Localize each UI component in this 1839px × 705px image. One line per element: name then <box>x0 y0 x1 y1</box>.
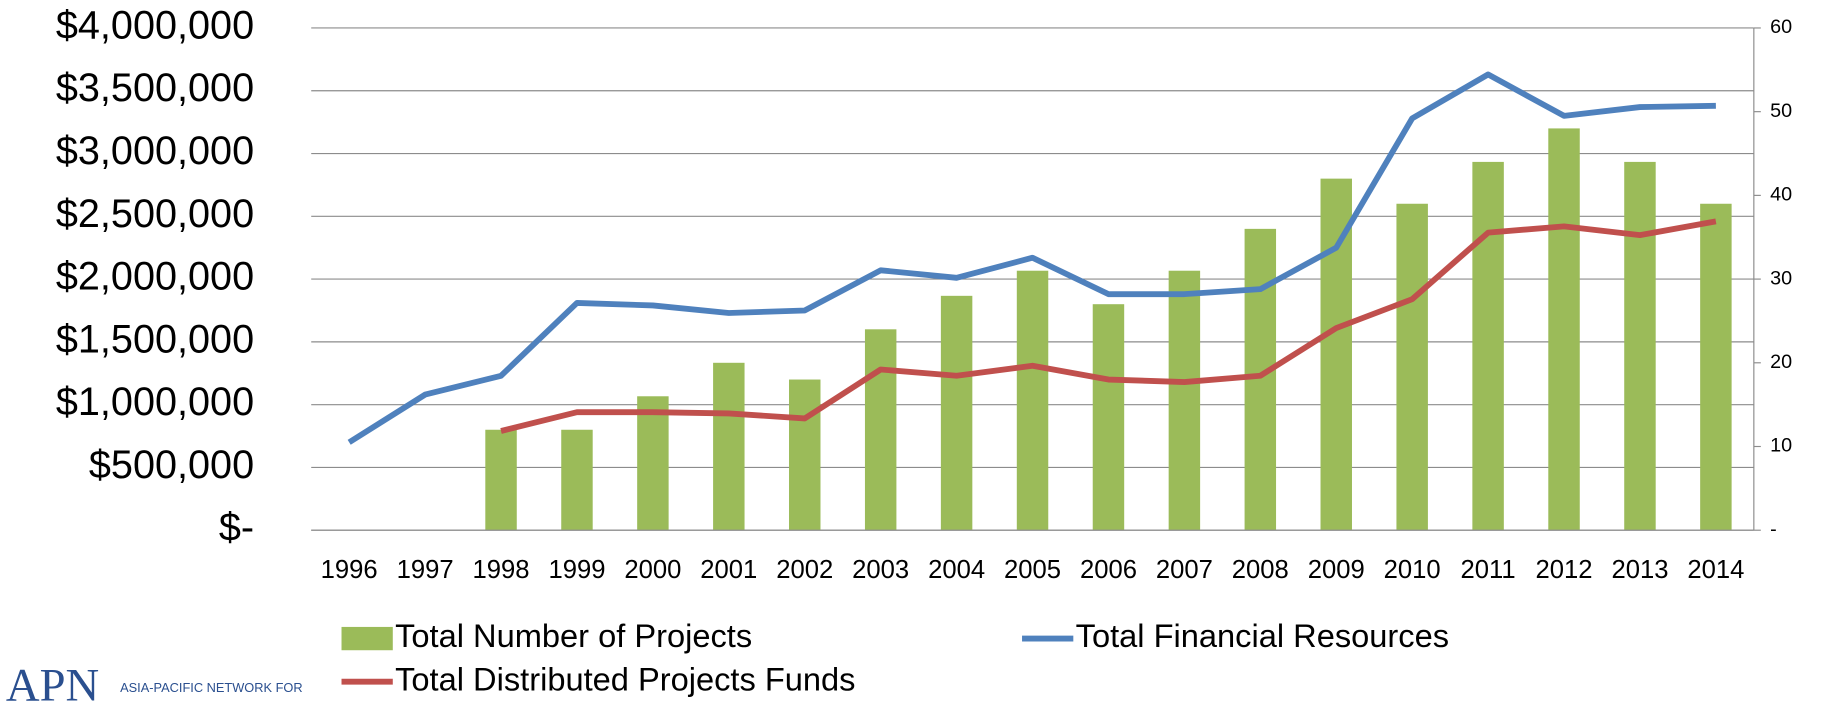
legend-label: Total Number of Projects <box>395 617 752 654</box>
bar <box>864 329 897 531</box>
x-tick-label: 2000 <box>624 556 681 584</box>
y2-tick-label: 10 <box>1770 435 1792 457</box>
x-tick-label: 2007 <box>1156 556 1213 584</box>
x-tick-label: 2004 <box>928 556 985 584</box>
y-tick-label: $500,000 <box>89 443 254 487</box>
bar <box>1016 270 1049 531</box>
x-tick-label: 2006 <box>1080 556 1137 584</box>
y-tick-label: $3,000,000 <box>56 129 254 173</box>
logo-text: ASIA-PACIFIC NETWORK FOR <box>120 680 302 695</box>
logo-mark: APN <box>6 660 99 705</box>
y2-tick-label: 50 <box>1770 100 1792 122</box>
bar <box>1548 128 1580 531</box>
x-tick-label: 2012 <box>1536 556 1593 584</box>
bar <box>1624 161 1656 531</box>
bar <box>789 379 821 531</box>
bar <box>485 429 517 531</box>
y-tick-label: $2,000,000 <box>56 255 254 299</box>
x-tick-label: 1997 <box>397 556 454 584</box>
y-tick-label: $2,500,000 <box>56 192 254 236</box>
line <box>500 218 1717 434</box>
y-tick-label: $4,000,000 <box>56 3 254 47</box>
legend-label: Total Financial Resources <box>1076 617 1449 654</box>
y-tick-label: $3,500,000 <box>56 66 254 110</box>
x-tick-label: 2010 <box>1384 556 1441 584</box>
bar <box>713 362 745 531</box>
y2-tick-label: 30 <box>1770 267 1792 289</box>
x-tick-label: 2001 <box>700 556 757 584</box>
y-tick-label: $1,000,000 <box>56 380 254 424</box>
x-tick-label: 2013 <box>1611 556 1668 584</box>
x-tick-label: 2002 <box>776 556 833 584</box>
legend-label: Total Distributed Projects Funds <box>395 660 855 697</box>
y2-tick-label: 40 <box>1770 184 1792 206</box>
x-tick-label: 2005 <box>1004 556 1061 584</box>
x-tick-label: 1998 <box>473 556 530 584</box>
x-tick-label: 2011 <box>1461 556 1516 584</box>
line <box>347 71 1716 445</box>
legend-swatch <box>341 626 393 651</box>
bar <box>1168 270 1201 531</box>
bar <box>1092 304 1125 531</box>
x-tick-label: 2009 <box>1308 556 1365 584</box>
x-tick-label: 2003 <box>852 556 909 584</box>
y2-tick-label: 60 <box>1770 16 1792 38</box>
bar <box>1472 161 1504 531</box>
bar <box>637 396 669 531</box>
y2-tick-label: 20 <box>1770 351 1792 373</box>
y-tick-label: $1,500,000 <box>56 317 254 361</box>
bar <box>1396 203 1428 531</box>
y2-tick-label: - <box>1770 518 1777 540</box>
bar <box>1700 203 1732 531</box>
bar <box>561 429 593 531</box>
x-tick-label: 1999 <box>548 556 605 584</box>
x-tick-label: 2008 <box>1232 556 1289 584</box>
x-tick-label: 1996 <box>321 556 378 584</box>
bar <box>940 295 973 531</box>
bar <box>1320 178 1352 531</box>
y-tick-label: $- <box>219 506 254 550</box>
x-tick-label: 2014 <box>1687 556 1744 584</box>
